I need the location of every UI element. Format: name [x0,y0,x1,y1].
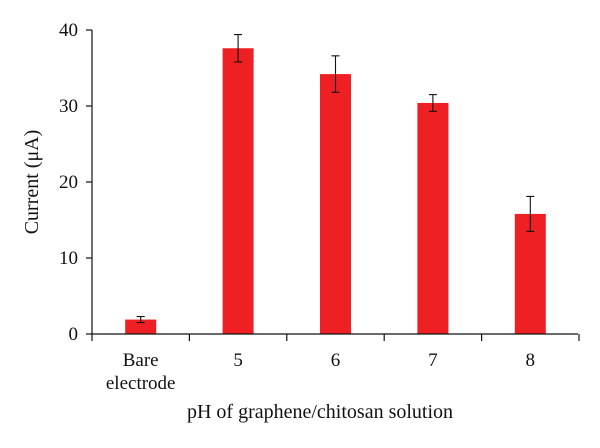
y-tick-label: 20 [59,172,78,193]
error-bar [234,34,243,63]
y-ticks: 0 10 20 30 40 [59,20,92,345]
y-tick-label: 40 [59,20,78,41]
y-axis-title: Current (μA) [21,130,43,235]
error-bar [526,195,535,232]
bar [125,319,157,334]
y-tick-label: 30 [59,96,78,117]
x-tick-label: 7 [428,350,438,371]
bars-layer [125,48,546,335]
x-axis-title: pH of graphene/chitosan solution [187,401,453,423]
x-tick-label: 8 [526,350,536,371]
error-bar [331,55,340,93]
x-tick-label: 6 [331,350,341,371]
x-tick-label: 5 [233,350,243,371]
x-ticks: Bare electrode 5 6 7 8 [91,334,580,394]
y-tick-label: 0 [69,324,79,345]
bar [417,102,449,335]
y-tick-label: 10 [59,248,78,269]
bar [320,74,351,334]
x-tick-label: Bare electrode [106,350,176,394]
error-bars-layer [136,34,535,324]
error-bar [428,94,437,112]
error-bar [136,315,145,324]
bar [514,213,546,334]
bar [222,48,254,335]
